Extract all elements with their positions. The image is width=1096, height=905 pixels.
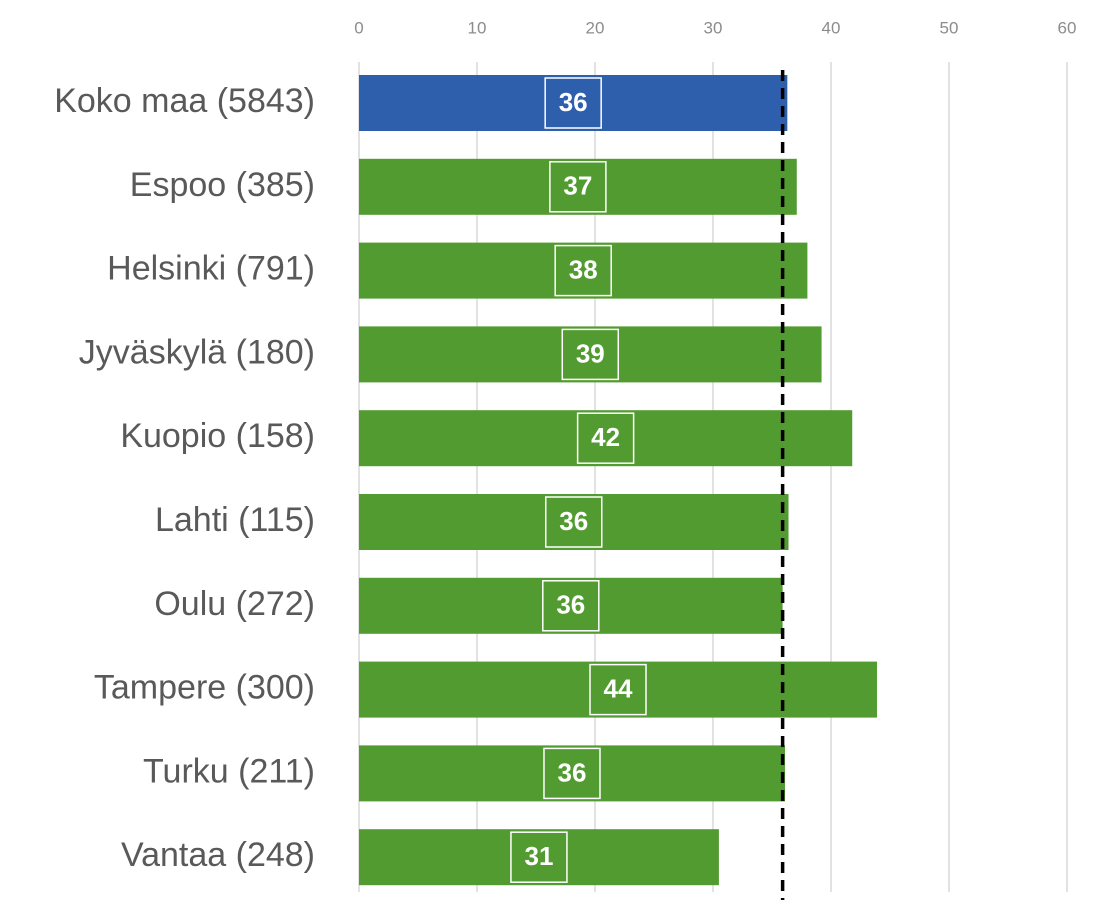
- x-tick-label: 0: [354, 18, 363, 37]
- value-label: 31: [524, 841, 553, 871]
- value-label-box: [589, 663, 647, 716]
- x-tick-label: 20: [586, 18, 605, 37]
- category-label: Turku (211): [143, 752, 315, 790]
- value-label-box: [549, 161, 607, 213]
- value-label-box: [576, 412, 635, 464]
- category-label: Helsinki (791): [107, 250, 315, 288]
- value-label: 36: [558, 757, 587, 787]
- x-tick-label: 10: [468, 18, 487, 37]
- value-label-box: [561, 328, 620, 381]
- value-label-box: [543, 747, 601, 800]
- value-label-box: [542, 580, 600, 632]
- value-label: 44: [604, 673, 633, 703]
- value-label-box: [554, 244, 612, 297]
- category-label: Kuopio (158): [120, 417, 315, 455]
- value-label-box: [545, 496, 603, 548]
- x-tick-label: 30: [704, 18, 723, 37]
- value-label: 37: [563, 171, 592, 201]
- category-label: Koko maa (5843): [54, 82, 315, 120]
- category-label: Lahti (115): [155, 501, 315, 539]
- value-label: 42: [591, 422, 620, 452]
- value-label: 36: [559, 87, 588, 117]
- category-label: Espoo (385): [130, 166, 315, 204]
- value-label: 38: [569, 254, 598, 284]
- value-label: 39: [576, 338, 605, 368]
- category-label: Jyväskylä (180): [79, 333, 315, 371]
- value-label: 36: [559, 506, 588, 536]
- x-tick-label: 40: [822, 18, 841, 37]
- x-tick-label: 50: [940, 18, 959, 37]
- category-label: Tampere (300): [94, 669, 315, 707]
- value-label: 36: [556, 590, 585, 620]
- value-label-box: [544, 77, 602, 129]
- category-label: Vantaa (248): [121, 836, 315, 874]
- x-tick-label: 60: [1058, 18, 1077, 37]
- value-label-box: [510, 831, 568, 883]
- category-label: Oulu (272): [154, 585, 315, 623]
